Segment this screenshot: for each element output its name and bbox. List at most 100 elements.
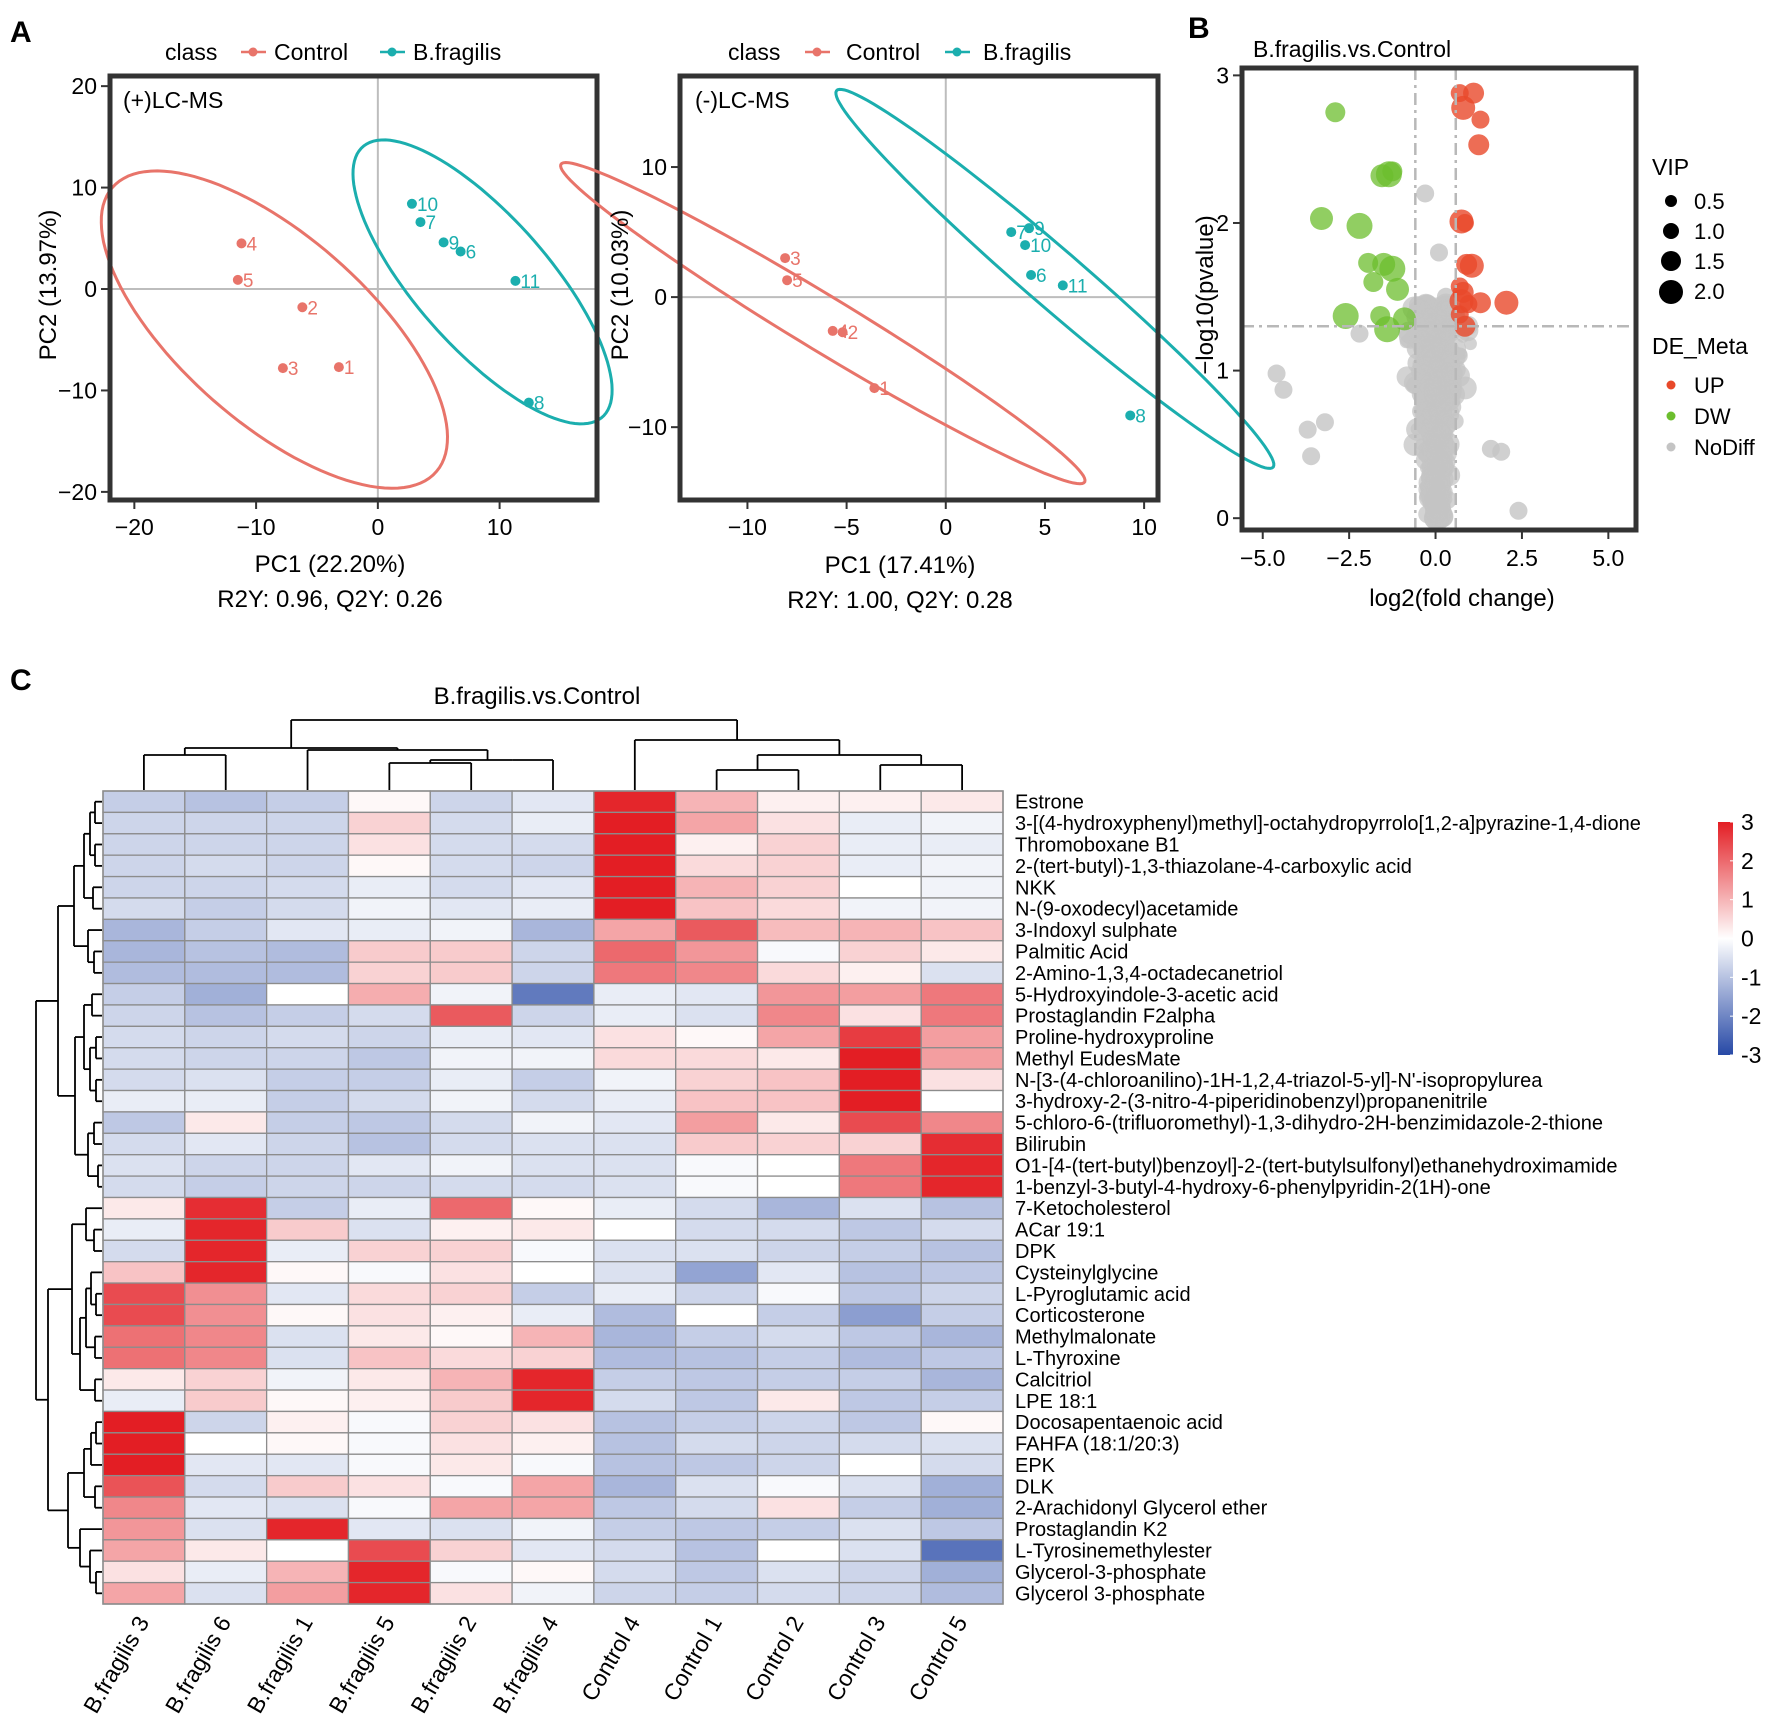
heatmap-row-label: Corticosterone (1015, 1305, 1145, 1327)
heatmap-cell (675, 1175, 759, 1199)
heatmap-cell (511, 1432, 595, 1455)
nodiff-point (1441, 494, 1453, 506)
heatmap-cell (920, 1239, 1004, 1263)
pca-point-label: 10 (1030, 236, 1051, 257)
colorbar-tick-label: 3 (1741, 809, 1754, 835)
pca-neg-legend-bfragilis-marker (952, 47, 962, 57)
de-legend-up: UP (1694, 373, 1725, 398)
heatmap-cell (184, 1175, 268, 1199)
heatmap-column-label: B.fragilis 6 (160, 1612, 236, 1718)
heatmap-row-label: ACar 19:1 (1015, 1220, 1105, 1242)
x-tick-label: 0 (939, 514, 952, 540)
heatmap-cell (347, 1560, 431, 1584)
ellipse-control (559, 160, 1087, 486)
de-legend-nodiff-dot (1666, 442, 1676, 452)
heatmap-cell (593, 1453, 677, 1477)
heatmap-cell (184, 875, 268, 899)
heatmap-cell (920, 1089, 1004, 1113)
heatmap-cell (756, 1346, 841, 1370)
heatmap-cell (265, 1474, 350, 1498)
heatmap-cell (102, 1368, 186, 1391)
heatmap-cell (838, 1496, 922, 1520)
heatmap-cell (838, 1517, 922, 1541)
nodiff-point (1424, 350, 1436, 362)
heatmap-row-label: L-Tyrosinemethylester (1015, 1541, 1212, 1563)
heatmap-cell (675, 1111, 759, 1134)
heatmap-cell (675, 1154, 759, 1177)
heatmap-cell (593, 1239, 677, 1263)
heatmap-cell (920, 1154, 1004, 1177)
heatmap-cell (429, 833, 513, 856)
heatmap-cell (265, 1196, 350, 1220)
x-tick-label: −10 (237, 514, 276, 540)
heatmap-cell (675, 1432, 759, 1455)
heatmap-cell (675, 1517, 759, 1541)
heatmap-cell (102, 1068, 186, 1092)
y-tick-label: −10 (628, 414, 667, 440)
heatmap-cell (838, 1474, 922, 1498)
heatmap-cell (838, 1432, 922, 1455)
vip-legend-05: 0.5 (1694, 189, 1725, 214)
heatmap-cell (429, 1303, 513, 1327)
heatmap-cell (838, 918, 922, 942)
heatmap-cell (184, 790, 268, 814)
dw-point (1382, 161, 1403, 182)
heatmap-cell (756, 940, 841, 963)
heatmap-cell (756, 1196, 841, 1220)
heatmap-cell (429, 1004, 513, 1027)
x-tick-label: −2.5 (1326, 545, 1371, 571)
heatmap-cell (838, 1218, 922, 1241)
heatmap-cell (429, 854, 513, 878)
volcano-plot-area: −5.0 −2.5 0.0 2.5 5.0 0 1 2 3 (1216, 62, 1639, 571)
heatmap-cell (102, 1004, 186, 1027)
heatmap-cell (102, 940, 186, 963)
heatmap-cell (511, 1517, 595, 1541)
heatmap-cell (675, 1389, 759, 1413)
pca-point (333, 362, 344, 373)
heatmap-cell (511, 1453, 595, 1477)
heatmap-cell (265, 811, 350, 835)
heatmap-cell (675, 1410, 759, 1434)
x-tick-label: 0 (371, 514, 384, 540)
heatmap-cell (102, 1132, 186, 1156)
panel-label-b: B (1188, 12, 1210, 45)
heatmap-cell (593, 1303, 677, 1327)
heatmap-cell (920, 854, 1004, 878)
heatmap-cell (593, 1346, 677, 1370)
heatmap-cell (593, 1389, 677, 1413)
heatmap-cell (593, 918, 677, 942)
dw-point (1386, 277, 1410, 301)
heatmap-cell (675, 918, 759, 942)
heatmap-cell (838, 1132, 922, 1156)
y-tick-label: 10 (71, 175, 97, 201)
pca-point-label: 6 (466, 242, 477, 263)
pca-point (277, 363, 288, 374)
heatmap-column-label: B.fragilis 4 (487, 1611, 563, 1717)
heatmap-border (102, 790, 1004, 1605)
heatmap-cell (756, 1261, 841, 1284)
heatmap-cell (511, 1474, 595, 1498)
heatmap-cell (593, 961, 677, 985)
heatmap-cell (675, 875, 759, 899)
pca-point (1026, 269, 1037, 280)
heatmap-cell (675, 790, 759, 814)
heatmap-cell (756, 1368, 841, 1391)
heatmap-cell (511, 790, 595, 814)
dw-point (1363, 272, 1384, 293)
heatmap-cell (347, 1496, 431, 1520)
heatmap-cell (429, 1132, 513, 1156)
colorbar-tick-label: -2 (1741, 1003, 1761, 1029)
pca-point (406, 198, 417, 209)
heatmap-row-label: N-[3-(4-chloroanilino)-1H-1,2,4-triazol-… (1015, 1070, 1543, 1092)
heatmap-cell (429, 1111, 513, 1134)
heatmap-cell (511, 1132, 595, 1156)
pca-point (1020, 240, 1031, 251)
pca-point-label: 7 (1016, 223, 1027, 244)
heatmap-title: B.fragilis.vs.Control (434, 683, 641, 710)
heatmap-cell (593, 1047, 677, 1070)
heatmap-row-label: 1-benzyl-3-butyl-4-hydroxy-6-phenylpyrid… (1015, 1177, 1491, 1199)
heatmap-cell (429, 875, 513, 899)
pca-point-label: 8 (1135, 406, 1146, 427)
heatmap-cell (756, 1239, 841, 1263)
